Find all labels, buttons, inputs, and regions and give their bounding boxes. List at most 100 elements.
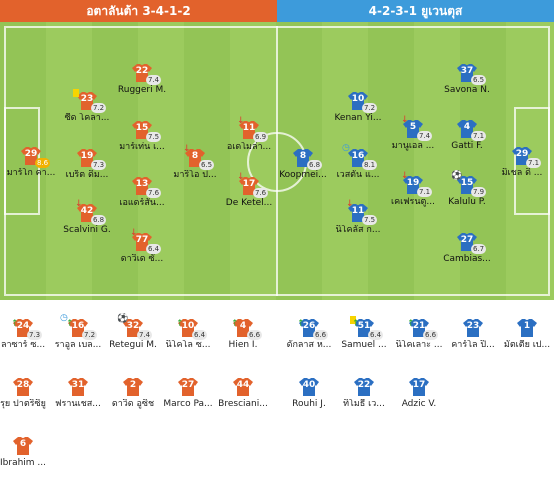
jersey-number: 22 xyxy=(135,66,149,76)
player-name: อเดโมล่า... xyxy=(226,142,272,152)
jersey-number: 29 xyxy=(24,149,38,159)
away-player-5[interactable]: ↓ 5 7.4 มานูเอล ... xyxy=(383,116,443,152)
rating-badge: 6.4 xyxy=(368,330,384,340)
sub-out-arrow-icon: ↓ xyxy=(401,171,409,181)
rating-badge: 7.2 xyxy=(362,103,378,113)
home-player-8[interactable]: ↓ 8 6.5 มาริโอ ป... xyxy=(165,145,225,181)
away-sub-26[interactable]: ↑ 26 6.6 ดักลาส ห... xyxy=(279,318,339,351)
player-name: รุย ปาตริซิยู xyxy=(0,399,46,409)
jersey-number: 16 xyxy=(71,321,85,331)
jersey-number: 11 xyxy=(242,123,256,133)
home-sub-4[interactable]: ↑ 4 6.6 Hien I. xyxy=(213,318,273,351)
player-name: ลาซาร์ ซ... xyxy=(0,340,46,350)
jersey-icon: 29 7.1 xyxy=(512,146,542,168)
jersey-number: 29 xyxy=(515,149,529,159)
player-name: มานูเอล ... xyxy=(391,141,435,151)
home-formation-header: อตาลันต้า 3-4-1-2 xyxy=(0,0,277,22)
away-sub-22[interactable]: 22 ทิโมธี เว... xyxy=(334,377,394,410)
away-player-16[interactable]: ◷ 16 8.1 เวสตัน แ... xyxy=(328,144,388,181)
home-player-42[interactable]: ↓ 42 6.8 Scalvini G. xyxy=(57,199,117,236)
rating-badge: 7.4 xyxy=(137,330,153,340)
rating-badge: 7.2 xyxy=(91,103,107,113)
home-player-19[interactable]: 19 7.3 เบร็ต ดิม... xyxy=(57,148,117,181)
away-sub-40[interactable]: 40 Rouhi J. xyxy=(279,377,339,410)
player-name: Scalvini G. xyxy=(63,225,111,235)
player-name: Savona N. xyxy=(444,85,490,95)
away-player-19[interactable]: ↓ 19 7.1 เคเฟรนตู... xyxy=(383,171,443,208)
player-name: ฟรานเชส... xyxy=(55,399,101,409)
home-sub-24[interactable]: ↑ 24 7.3 ลาซาร์ ซ... xyxy=(0,318,53,351)
player-name: มาร์โก คา... xyxy=(6,168,56,178)
jersey-icon: ↑ 21 6.6 xyxy=(407,318,439,340)
home-sub-16[interactable]: ◷ ↑ 16 7.2 ราอูล เบล... xyxy=(48,314,108,351)
away-player-11[interactable]: ↓ 11 7.5 นิโคลัส ก... xyxy=(328,199,388,236)
sub-out-arrow-icon: ↓ xyxy=(346,199,354,209)
jersey-icon: ↑ 4 6.6 xyxy=(231,318,263,340)
home-sub-32[interactable]: ⚽ 32 7.4 Retegui M. xyxy=(103,314,163,351)
jersey-number: 15 xyxy=(135,123,149,133)
away-player-4[interactable]: 4 7.1 Gatti F. xyxy=(437,119,497,152)
sub-in-arrow-icon: ↑ xyxy=(11,319,19,329)
player-name: เอแดร์สัน... xyxy=(119,198,165,208)
jersey-number: 6 xyxy=(19,439,27,449)
rating-badge: 6.6 xyxy=(423,330,439,340)
sub-out-arrow-icon: ↓ xyxy=(237,172,245,182)
player-name: Retegui M. xyxy=(109,340,157,350)
jersey-icon: 22 7.4 xyxy=(132,63,162,85)
home-sub-27[interactable]: 27 Marco Pa... xyxy=(158,377,218,410)
jersey-icon: 37 6.5 xyxy=(457,63,487,85)
home-sub-10[interactable]: ↑ 10 6.4 นิโคโล ซ... xyxy=(158,318,218,351)
home-sub-6[interactable]: 6 Ibrahim ... xyxy=(0,436,53,469)
sub-in-arrow-icon: ↑ xyxy=(176,319,184,329)
sub-in-arrow-icon: ↑ xyxy=(297,319,305,329)
jersey-icon: 40 xyxy=(299,377,319,397)
away-player-15[interactable]: ⚽ 15 7.9 Kalulu P. xyxy=(437,171,497,208)
jersey-icon: 15 7.5 xyxy=(132,120,162,142)
away-sub-1[interactable]: 1 มัตเตีย เป... xyxy=(497,318,554,351)
away-sub-17[interactable]: 17 Adzic V. xyxy=(389,377,449,410)
jersey-icon: 1 xyxy=(517,318,537,338)
sub-out-arrow-icon: ↓ xyxy=(75,199,83,209)
away-formation-header: 4-2-3-1 ยูเวนตุส xyxy=(277,0,554,22)
away-sub-51[interactable]: ↑ 51 6.4 Samuel ... xyxy=(334,316,394,351)
jersey-icon: ⚽ 32 7.4 xyxy=(117,314,153,340)
jersey-number: 23 xyxy=(80,94,94,104)
home-sub-44[interactable]: 44 Bresciani... xyxy=(213,377,273,410)
player-name: เคเฟรนตู... xyxy=(391,197,435,207)
away-player-29[interactable]: 29 7.1 มิเชล ดิ ... xyxy=(492,146,552,179)
rating-badge: 8.6 xyxy=(35,158,51,168)
home-player-22[interactable]: 22 7.4 Ruggeri M. xyxy=(112,63,172,96)
jersey-icon: 6 xyxy=(13,436,33,456)
away-player-8[interactable]: 8 6.8 Koopmei... xyxy=(273,148,333,181)
away-sub-21[interactable]: ↑ 21 6.6 นิโคเลาะ ... xyxy=(389,318,449,351)
home-player-77[interactable]: ↓ 77 6.4 ดาวิเด ซั... xyxy=(112,229,172,265)
away-sub-23[interactable]: 23 คาร์โล ปิ... xyxy=(443,318,503,351)
away-player-10[interactable]: 10 7.2 Kenan Yi... xyxy=(328,91,388,124)
rating-badge: 6.8 xyxy=(307,160,323,170)
home-sub-2[interactable]: 2 ดาวิด อูซิช xyxy=(103,377,163,410)
away-player-37[interactable]: 37 6.5 Savona N. xyxy=(437,63,497,96)
player-name: Ibrahim ... xyxy=(0,458,46,468)
rating-badge: 7.4 xyxy=(417,131,433,141)
player-name: Cambias... xyxy=(443,254,491,264)
rating-badge: 7.5 xyxy=(362,215,378,225)
away-player-27[interactable]: 27 6.7 Cambias... xyxy=(437,232,497,265)
home-sub-31[interactable]: 31 ฟรานเชส... xyxy=(48,377,108,410)
home-player-23[interactable]: 23 7.2 ซีด โคลา... xyxy=(57,89,117,124)
home-player-11[interactable]: ↓ 11 6.9 อเดโมล่า... xyxy=(219,117,279,153)
jersey-number: 10 xyxy=(351,94,365,104)
home-player-13[interactable]: 13 7.6 เอแดร์สัน... xyxy=(112,176,172,209)
jersey-number: 26 xyxy=(302,321,316,331)
player-name: เบร็ต ดิม... xyxy=(65,170,109,180)
home-player-15[interactable]: 15 7.5 มาร์เท่น เ... xyxy=(112,120,172,153)
rating-badge: 7.4 xyxy=(146,75,162,85)
rating-badge: 6.4 xyxy=(146,244,162,254)
player-name: Koopmei... xyxy=(279,170,327,180)
rating-badge: 7.1 xyxy=(526,158,542,168)
jersey-number: 44 xyxy=(236,380,250,390)
jersey-icon: 4 7.1 xyxy=(457,119,487,141)
player-name: Kalulu P. xyxy=(448,197,486,207)
home-player-29[interactable]: 29 8.6 มาร์โก คา... xyxy=(1,146,61,179)
home-player-17[interactable]: ↓ 17 7.6 De Ketel... xyxy=(219,172,279,209)
home-sub-28[interactable]: 28 รุย ปาตริซิยู xyxy=(0,377,53,410)
